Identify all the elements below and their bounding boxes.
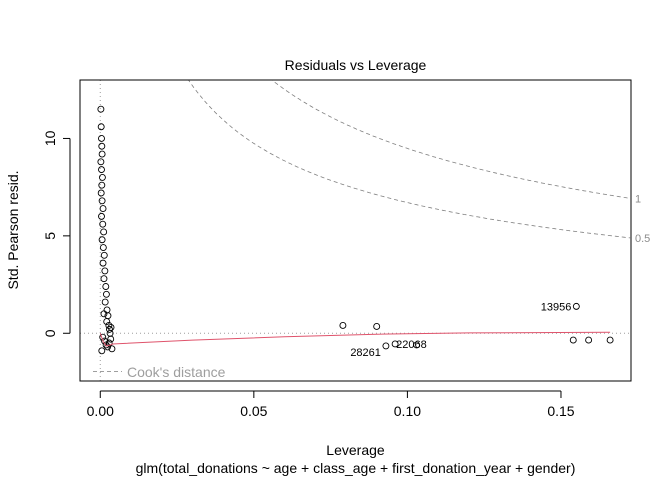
x-tick-label: 0.00 <box>87 403 114 419</box>
point-label: 22068 <box>396 339 427 351</box>
data-point <box>98 236 106 244</box>
data-point <box>98 173 106 181</box>
x-axis-label: Leverage <box>326 442 385 458</box>
data-point <box>98 212 105 220</box>
data-point <box>98 197 106 205</box>
data-point <box>98 142 106 150</box>
data-point <box>98 166 105 174</box>
data-point <box>107 323 115 331</box>
x-tick-label: 0.10 <box>394 403 421 419</box>
data-point <box>572 302 580 310</box>
data-point <box>99 205 107 213</box>
data-point <box>103 306 111 314</box>
data-point <box>97 123 105 131</box>
data-point <box>100 310 108 318</box>
cooks-distance-curve <box>271 80 631 199</box>
plot-frame <box>79 79 632 382</box>
data-point <box>104 343 112 351</box>
data-point <box>97 189 105 197</box>
data-point <box>569 336 577 344</box>
data-point <box>97 105 105 113</box>
data-point <box>102 290 110 298</box>
data-point <box>382 342 390 350</box>
reference-lines <box>80 80 631 381</box>
data-point <box>107 335 115 343</box>
data-point <box>99 259 107 267</box>
x-tick-label: 0.15 <box>547 403 574 419</box>
data-point <box>97 158 105 166</box>
model-formula-subtitle: glm(total_donations ~ age + class_age + … <box>136 460 576 476</box>
data-point <box>106 325 113 333</box>
smoother-layer <box>99 331 611 347</box>
smoother-line <box>99 331 611 347</box>
cooks-distance-level-label: 0.5 <box>635 233 650 245</box>
x-axis: 0.00 0.05 0.10 0.15 <box>87 390 575 419</box>
y-axis-label: Std. Pearson resid. <box>5 170 21 289</box>
data-point <box>105 322 113 329</box>
cluster-points <box>97 105 116 355</box>
legend-label: Cook's distance <box>127 364 226 380</box>
data-point <box>99 244 107 251</box>
data-point <box>105 339 113 347</box>
data-point <box>98 347 106 355</box>
data-point <box>108 345 116 353</box>
data-point <box>99 220 107 228</box>
legend: Cook's distance <box>93 364 226 380</box>
data-point <box>339 322 347 329</box>
y-axis: 0 5 10 <box>42 130 71 337</box>
y-tick-label: 10 <box>42 130 58 146</box>
chart-title: Residuals vs Leverage <box>285 57 427 73</box>
x-tick-label: 0.05 <box>240 403 267 419</box>
cooks-distance-curve <box>188 80 631 239</box>
y-tick-label: 0 <box>42 329 58 337</box>
data-point <box>585 336 593 344</box>
point-label: 28261 <box>350 347 381 359</box>
data-point <box>100 228 108 236</box>
data-point <box>101 298 109 306</box>
data-point <box>98 181 106 189</box>
point-label: 13956 <box>541 301 572 313</box>
data-point <box>100 275 108 283</box>
outlier-points <box>339 302 614 350</box>
data-point <box>373 322 381 330</box>
y-tick-label: 5 <box>42 232 58 240</box>
data-point <box>102 283 110 290</box>
point-labels: 13956 28261 22068 <box>350 301 571 359</box>
data-point <box>103 318 111 326</box>
data-point <box>100 251 108 259</box>
data-point <box>101 267 109 275</box>
data-point <box>391 340 399 348</box>
data-point <box>413 341 421 349</box>
cooks-distance-layer: 0.51 <box>188 80 650 245</box>
data-point <box>98 134 105 142</box>
data-point <box>98 150 106 158</box>
data-point <box>606 336 614 344</box>
cooks-distance-level-label: 1 <box>635 193 641 205</box>
